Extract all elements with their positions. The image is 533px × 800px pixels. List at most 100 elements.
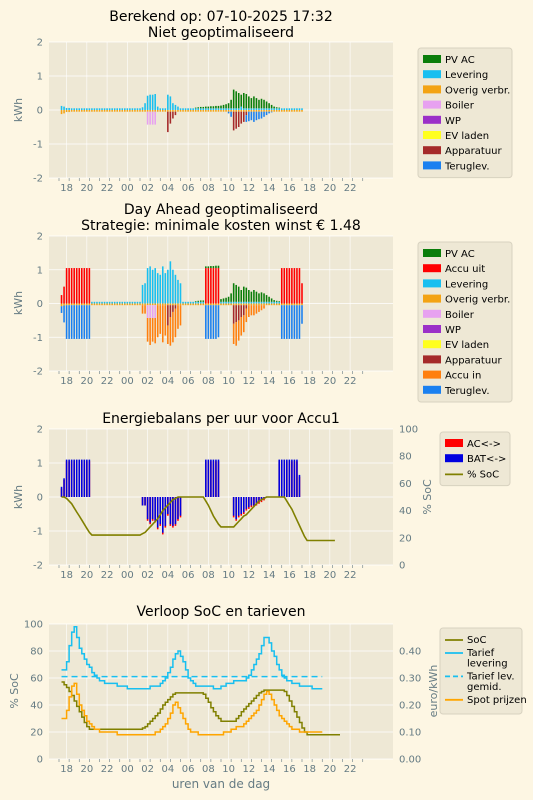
bar-apparatuur [167, 305, 169, 326]
panel1-xtick: 14 [263, 376, 276, 387]
bar-overig-verbr- [199, 110, 202, 112]
bar-accu-in [146, 318, 149, 342]
bar-levering [141, 284, 144, 304]
bar-accu-in [250, 305, 253, 316]
bar-teruglev- [296, 305, 298, 339]
bar-pv-ac [263, 99, 265, 109]
bar-pv-ac [245, 287, 248, 302]
bar-teruglev- [86, 305, 88, 339]
panel2-legend: AC<-> BAT<-> % SoC [439, 431, 511, 487]
bar-overig-verbr- [169, 110, 172, 112]
legend-swatch-boiler [423, 309, 441, 318]
panel2-xtick: 12 [242, 570, 255, 581]
legend-swatch-wp [423, 115, 441, 124]
panel3-ytick: 100 [24, 620, 43, 631]
bar-bat- [174, 497, 177, 525]
bar-levering [111, 108, 113, 110]
bar-overig-verbr- [103, 110, 106, 112]
bar-levering [212, 108, 215, 110]
bar-boiler [149, 305, 151, 319]
bar-overig-verbr- [235, 110, 237, 112]
legend-label: BAT<-> [467, 454, 506, 465]
bar-bat- [78, 459, 81, 497]
bar-levering [96, 108, 98, 110]
bar-levering [255, 108, 258, 110]
bar-overig-verbr- [75, 110, 78, 112]
bar-pv-ac [199, 300, 202, 302]
bar-levering [103, 108, 106, 110]
bar-accu-uit [207, 268, 210, 304]
bar-accu-in [141, 305, 144, 314]
bar-overig-verbr- [80, 110, 83, 112]
bar-levering [113, 301, 116, 304]
bar-levering [154, 268, 156, 304]
bar-levering [146, 268, 149, 304]
bar-pv-ac [230, 99, 232, 109]
legend-label: EV laden [445, 340, 489, 351]
bar-apparatuur [240, 111, 243, 124]
bar-overig-verbr- [83, 303, 86, 306]
bar-overig-verbr- [91, 110, 93, 112]
bar-overig-verbr- [255, 303, 258, 306]
panel2-ytick: 1 [37, 459, 43, 470]
bar-levering [108, 108, 111, 110]
bar-accu-uit [215, 268, 217, 304]
bar-bat- [298, 474, 301, 497]
bar-bat- [179, 497, 182, 516]
bar-levering [278, 301, 281, 304]
bar-overig-verbr- [139, 303, 141, 306]
bar-overig-verbr- [101, 303, 103, 306]
bar-accu-uit [298, 268, 301, 304]
bar-accu-uit [293, 268, 296, 304]
bar-overig-verbr- [106, 303, 108, 306]
panel0-xtick: 20 [323, 183, 336, 194]
bar-accu-uit [210, 268, 212, 304]
bar-accu-in [237, 320, 240, 341]
bar-apparatuur [235, 305, 237, 323]
line-soc [61, 681, 340, 736]
panel2-xtick: 22 [101, 570, 114, 581]
bar-bat- [278, 459, 281, 497]
bar-overig-verbr- [242, 303, 245, 306]
bar-levering [194, 301, 197, 304]
bar-overig-verbr- [230, 110, 232, 112]
bar-pv-ac [270, 298, 273, 302]
bar-overig-verbr- [108, 110, 111, 112]
bar-bat- [63, 478, 65, 497]
bar-levering [301, 108, 303, 110]
legend-swatch-overig-verbr- [423, 85, 441, 94]
bar-levering [70, 108, 73, 110]
panel2-ytick: -1 [33, 527, 43, 538]
bar-teruglev- [268, 111, 270, 114]
panel0-xtick: 04 [161, 183, 174, 194]
bar-bat- [172, 497, 174, 526]
bar-bat- [212, 459, 215, 497]
legend-label: AC<-> [467, 439, 501, 450]
panel3-ytick-right: 0.20 [399, 701, 421, 712]
bar-pv-ac [212, 106, 215, 109]
legend-swatch-ev-laden [423, 340, 441, 349]
bar-pv-ac [248, 96, 250, 109]
bar-levering [118, 108, 121, 110]
bar-overig-verbr- [237, 110, 240, 112]
bar-pv-ac [227, 103, 230, 109]
panel1-xtick: 12 [242, 376, 255, 387]
bar-levering [103, 301, 106, 304]
legend-label: PV AC [445, 249, 475, 260]
bar-overig-verbr- [217, 110, 220, 112]
bar-levering [111, 301, 113, 304]
panel0-xtick: 18 [303, 183, 316, 194]
bar-overig-verbr- [134, 110, 136, 112]
bar-pv-ac [194, 301, 197, 302]
bar-bat- [154, 497, 156, 521]
bar-levering [227, 108, 230, 110]
legend-label: Tarief [466, 648, 495, 659]
bar-pv-ac [245, 94, 248, 109]
legend-swatch-bat- [445, 454, 463, 463]
bar-pv-ac [240, 290, 243, 302]
bar-levering [245, 108, 248, 110]
bar-pv-ac [250, 98, 253, 109]
bar-levering [232, 108, 235, 110]
bar-boiler [154, 305, 156, 319]
bar-overig-verbr- [205, 303, 207, 306]
